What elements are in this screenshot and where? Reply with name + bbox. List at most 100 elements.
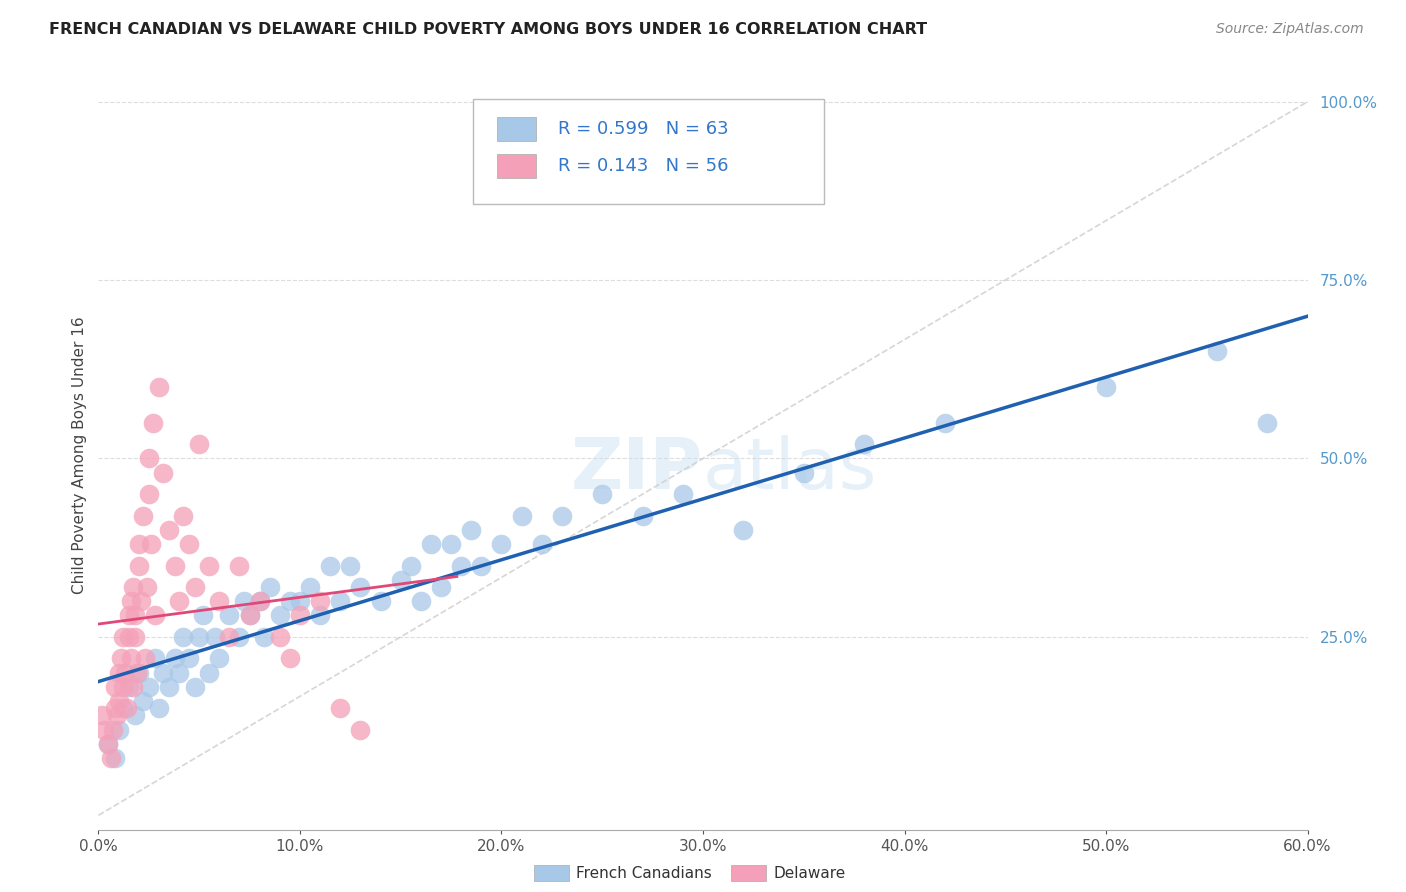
Text: French Canadians: French Canadians — [576, 866, 713, 880]
Point — [491, 537, 513, 551]
Point — [120, 651, 142, 665]
Point — [111, 630, 134, 644]
Point — [399, 558, 422, 573]
Point — [370, 594, 392, 608]
Point — [163, 651, 186, 665]
Point — [132, 694, 155, 708]
Point — [103, 701, 125, 715]
Point — [349, 580, 371, 594]
Bar — [498, 154, 536, 178]
FancyBboxPatch shape — [474, 99, 824, 204]
Point — [184, 680, 207, 694]
Point — [143, 651, 166, 665]
Point — [128, 537, 150, 551]
Point — [107, 694, 129, 708]
Point — [269, 630, 291, 644]
Point — [232, 594, 254, 608]
Point — [733, 523, 755, 537]
Text: Source: ZipAtlas.com: Source: ZipAtlas.com — [1216, 22, 1364, 37]
Point — [129, 594, 152, 608]
Point — [188, 437, 211, 451]
Text: FRENCH CANADIAN VS DELAWARE CHILD POVERTY AMONG BOYS UNDER 16 CORRELATION CHART: FRENCH CANADIAN VS DELAWARE CHILD POVERT… — [49, 22, 928, 37]
Point — [148, 701, 170, 715]
Point — [460, 523, 482, 537]
Point — [278, 651, 301, 665]
Point — [184, 580, 207, 594]
Point — [110, 651, 132, 665]
Point — [163, 558, 186, 573]
Point — [157, 680, 180, 694]
Point — [118, 680, 141, 694]
Point — [1256, 416, 1278, 430]
Point — [115, 701, 138, 715]
Point — [118, 630, 141, 644]
Point — [121, 580, 143, 594]
Point — [269, 608, 291, 623]
Point — [152, 665, 174, 680]
Text: R = 0.599   N = 63: R = 0.599 N = 63 — [558, 120, 728, 138]
Point — [111, 701, 134, 715]
Point — [132, 508, 155, 523]
Point — [239, 608, 262, 623]
Point — [148, 380, 170, 394]
Point — [218, 630, 240, 644]
Point — [193, 608, 215, 623]
Point — [167, 665, 190, 680]
Point — [253, 630, 276, 644]
Bar — [498, 117, 536, 141]
Point — [228, 630, 250, 644]
Point — [143, 608, 166, 623]
Point — [93, 723, 115, 737]
Point — [551, 508, 574, 523]
Point — [329, 594, 352, 608]
Point — [138, 680, 160, 694]
Point — [208, 594, 231, 608]
Point — [167, 594, 190, 608]
Point — [278, 594, 301, 608]
Point — [179, 651, 201, 665]
Point — [121, 680, 143, 694]
Y-axis label: Child Poverty Among Boys Under 16: Child Poverty Among Boys Under 16 — [72, 316, 87, 594]
Point — [100, 751, 122, 765]
Point — [249, 594, 271, 608]
Point — [179, 537, 201, 551]
Point — [138, 487, 160, 501]
Text: Delaware: Delaware — [773, 866, 845, 880]
Point — [1095, 380, 1118, 394]
Point — [249, 594, 271, 608]
Point — [530, 537, 553, 551]
Point — [105, 708, 128, 723]
Point — [172, 508, 194, 523]
Point — [138, 451, 160, 466]
Point — [440, 537, 463, 551]
Point — [118, 608, 141, 623]
Point — [420, 537, 443, 551]
Point — [591, 487, 613, 501]
Point — [125, 665, 148, 680]
Text: ZIP: ZIP — [571, 435, 703, 504]
Point — [142, 416, 165, 430]
Point — [208, 651, 231, 665]
Point — [470, 558, 492, 573]
Point — [934, 416, 956, 430]
Point — [239, 608, 262, 623]
Point — [152, 466, 174, 480]
Point — [288, 608, 311, 623]
Point — [450, 558, 472, 573]
Point — [228, 558, 250, 573]
Point — [288, 594, 311, 608]
Point — [793, 466, 815, 480]
Point — [198, 665, 221, 680]
Point — [218, 608, 240, 623]
Point — [107, 723, 129, 737]
Point — [124, 608, 146, 623]
Point — [134, 651, 156, 665]
Point — [128, 665, 150, 680]
Point — [389, 573, 412, 587]
Point — [107, 665, 129, 680]
Point — [172, 630, 194, 644]
Point — [97, 737, 120, 751]
Point — [198, 558, 221, 573]
Point — [103, 680, 125, 694]
Point — [135, 580, 157, 594]
